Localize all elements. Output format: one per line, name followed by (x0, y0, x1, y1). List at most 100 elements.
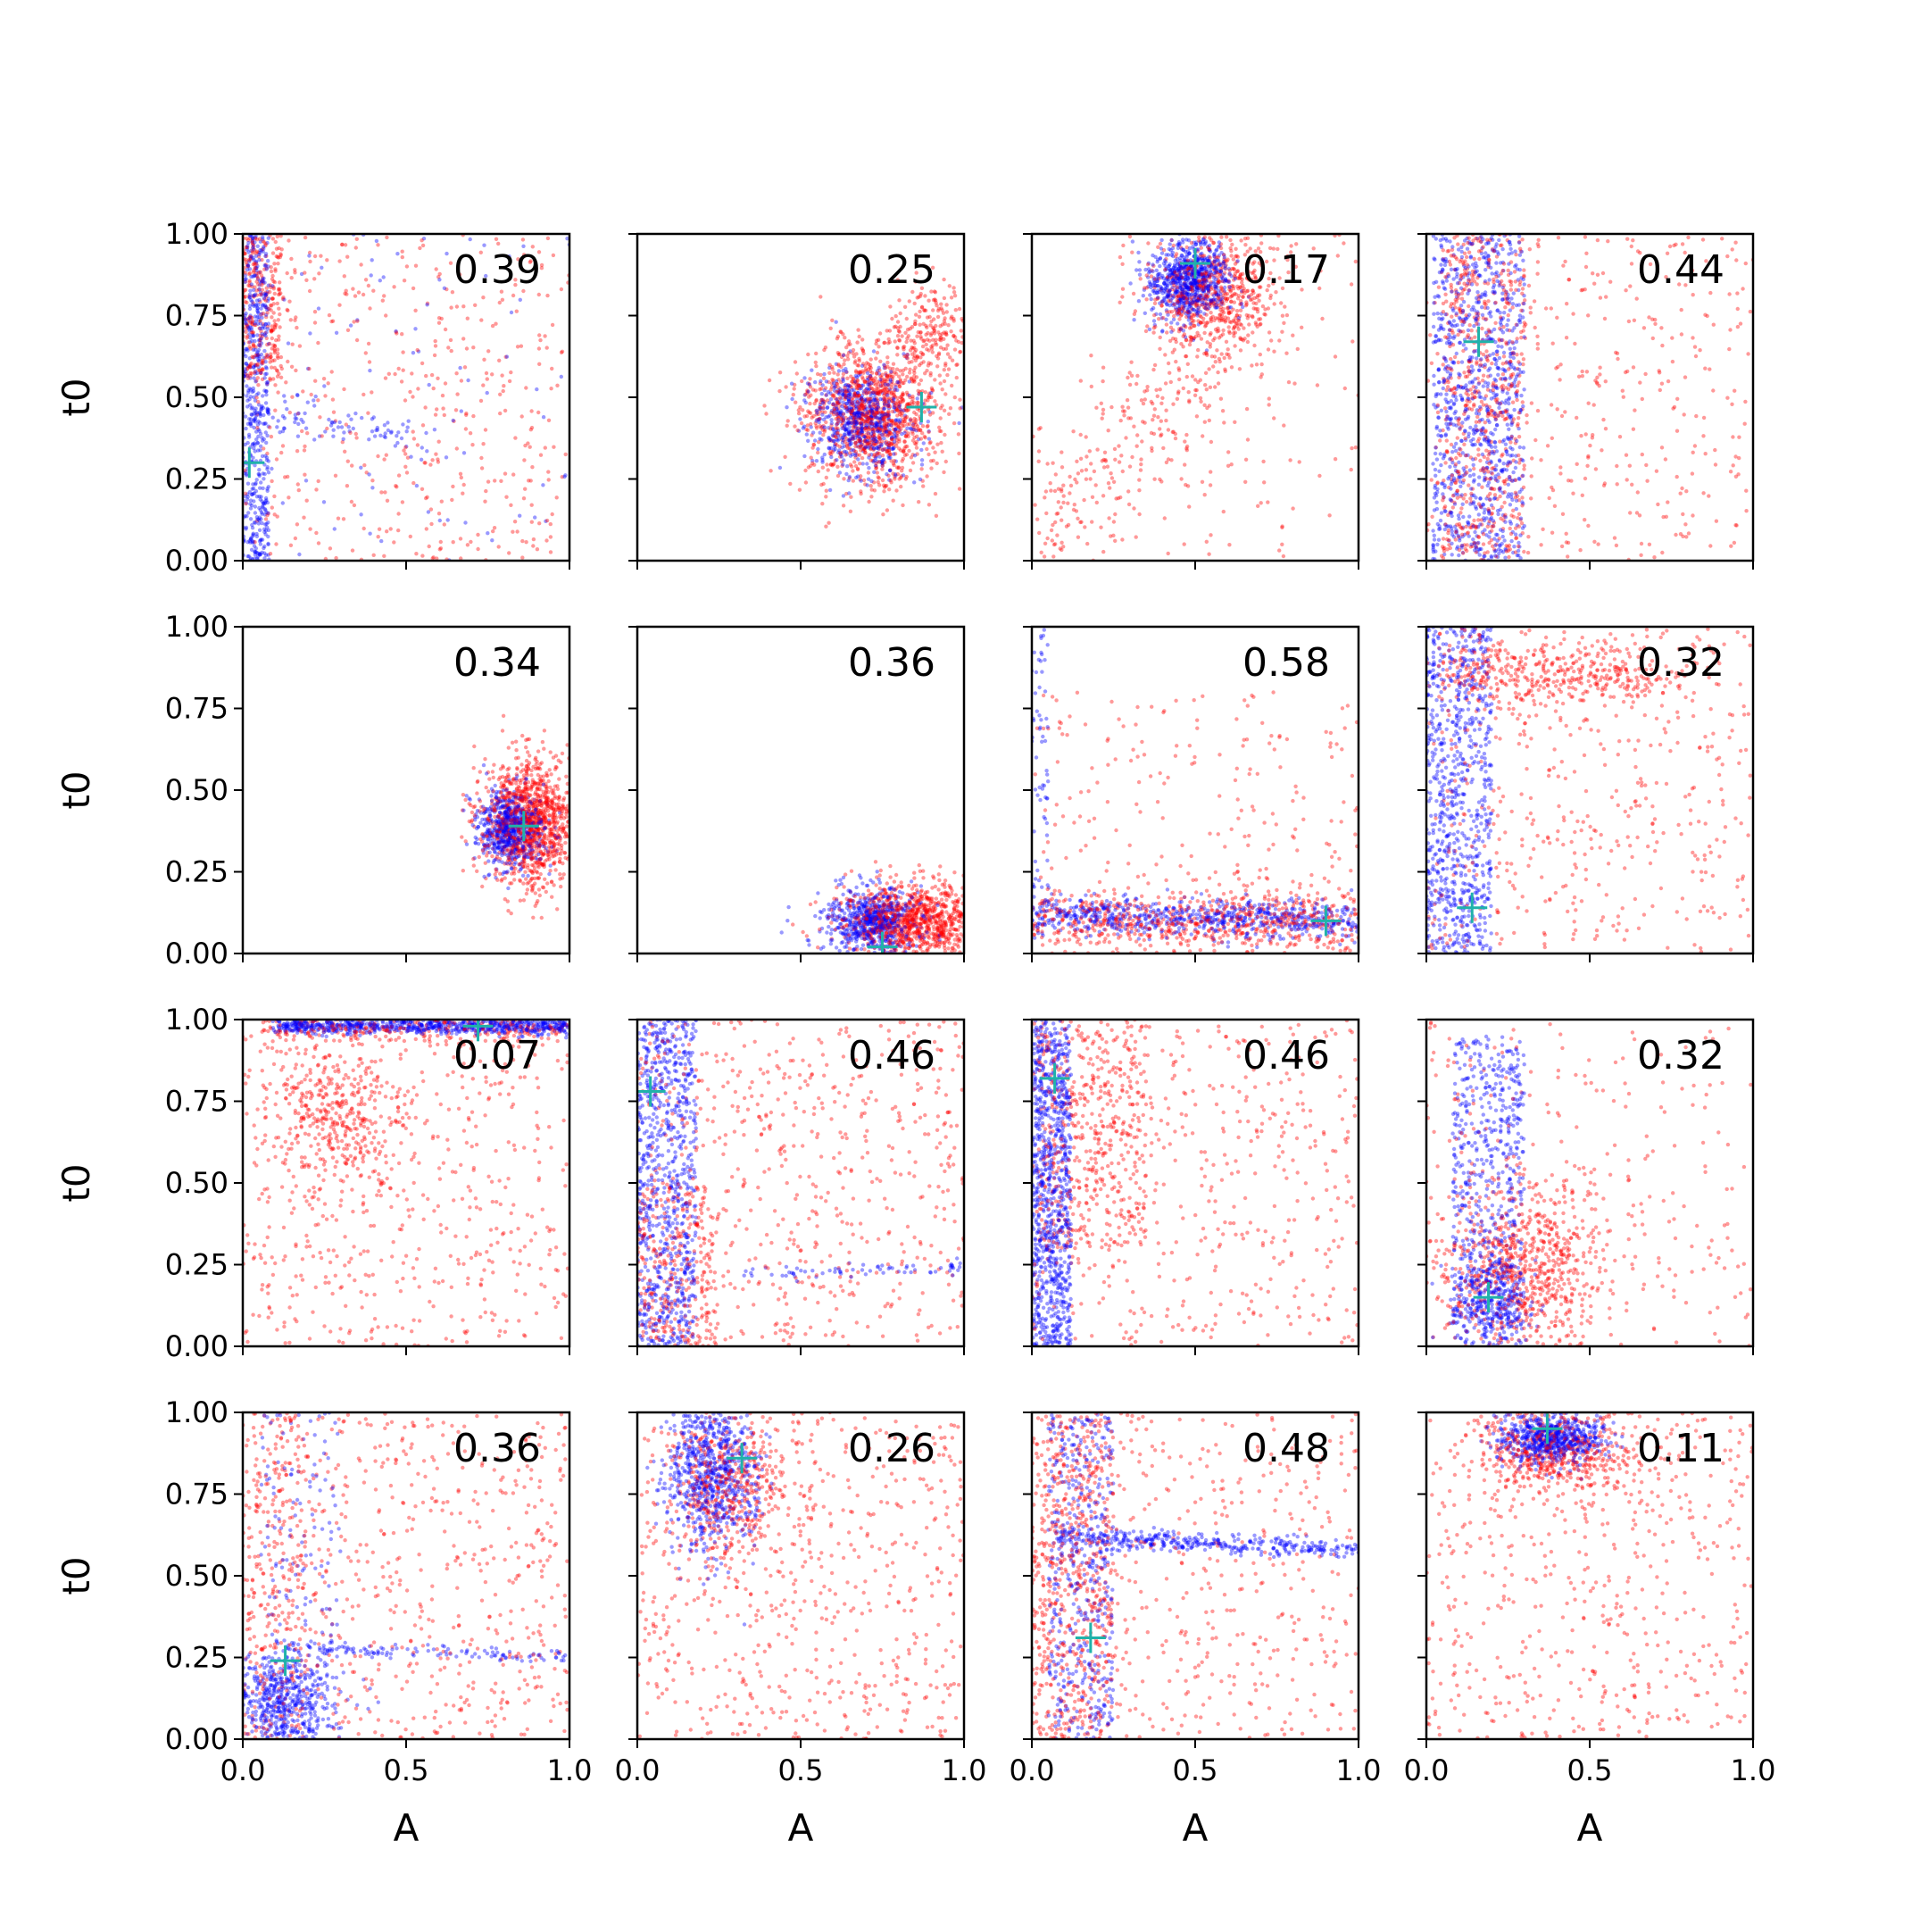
red-point (444, 381, 447, 385)
red-point (279, 451, 283, 454)
red-point (1250, 363, 1253, 367)
red-point (911, 461, 915, 464)
red-point (1233, 320, 1236, 323)
red-point (286, 360, 289, 363)
blue-point (1197, 272, 1201, 276)
red-point (272, 262, 276, 265)
red-point (877, 437, 881, 440)
red-point (828, 363, 832, 367)
blue-point (1158, 264, 1161, 268)
red-point (863, 451, 867, 454)
red-point (392, 540, 395, 544)
red-point (1350, 468, 1353, 471)
red-point (275, 369, 278, 372)
red-point (868, 363, 872, 367)
red-point (905, 337, 909, 340)
red-point (950, 384, 953, 387)
blue-point (922, 441, 926, 445)
red-point (1233, 301, 1236, 304)
red-point (473, 304, 477, 307)
subplot-points (762, 266, 965, 529)
blue-point (378, 434, 382, 437)
blue-point (262, 388, 266, 392)
red-point (860, 375, 864, 379)
blue-point (395, 252, 399, 255)
red-point (889, 443, 893, 446)
blue-point (259, 480, 262, 484)
blue-point (370, 258, 374, 262)
blue-point (1169, 330, 1173, 334)
blue-point (460, 409, 463, 412)
red-point (481, 383, 485, 387)
red-point (455, 446, 459, 450)
red-point (925, 347, 928, 351)
red-point (824, 386, 827, 389)
red-point (290, 396, 294, 399)
red-point (486, 349, 490, 353)
red-point (822, 377, 826, 380)
blue-point (262, 349, 266, 353)
blue-point (250, 282, 253, 286)
red-point (551, 512, 554, 516)
red-point (355, 237, 359, 241)
red-point (402, 369, 405, 372)
blue-point (462, 451, 466, 454)
red-point (893, 459, 896, 462)
red-point (316, 341, 320, 345)
red-point (929, 320, 933, 323)
red-point (874, 383, 877, 387)
red-point (794, 401, 797, 404)
red-point (521, 237, 525, 241)
red-point (444, 328, 447, 331)
blue-point (370, 486, 374, 489)
red-point (1254, 322, 1258, 326)
red-point (929, 396, 933, 399)
blue-point (1240, 302, 1243, 305)
red-point (1292, 381, 1296, 385)
blue-point (259, 414, 262, 418)
blue-point (778, 466, 782, 470)
blue-point (832, 439, 835, 443)
blue-point (420, 458, 423, 462)
red-point (362, 393, 365, 396)
red-point (931, 446, 935, 449)
red-point (1126, 398, 1129, 402)
red-point (278, 280, 281, 284)
blue-point (822, 372, 826, 376)
blue-point (257, 343, 261, 346)
red-point (401, 350, 404, 354)
red-point (268, 290, 271, 294)
red-point (350, 500, 353, 504)
red-point (835, 401, 839, 404)
red-point (513, 520, 517, 523)
blue-point (332, 429, 336, 432)
blue-point (833, 384, 836, 387)
blue-point (253, 240, 256, 244)
red-point (1137, 512, 1141, 516)
blue-point (260, 436, 263, 439)
red-point (862, 405, 866, 409)
red-point (1121, 287, 1125, 291)
red-point (806, 423, 810, 427)
blue-point (285, 407, 288, 411)
blue-point (912, 480, 916, 484)
red-point (938, 381, 942, 385)
blue-point (1217, 240, 1221, 244)
red-point (1118, 495, 1122, 499)
red-point (256, 400, 260, 404)
red-point (418, 246, 421, 250)
blue-point (368, 369, 371, 372)
red-point (381, 299, 385, 303)
red-point (1185, 375, 1189, 379)
red-point (307, 367, 311, 371)
red-point (1242, 326, 1245, 329)
red-point (437, 440, 441, 444)
red-point (537, 346, 541, 350)
red-point (914, 312, 918, 316)
red-point (1219, 236, 1223, 239)
red-point (385, 529, 388, 533)
blue-point (401, 422, 404, 426)
red-point (486, 479, 490, 483)
red-point (939, 406, 943, 410)
red-point (252, 269, 255, 272)
